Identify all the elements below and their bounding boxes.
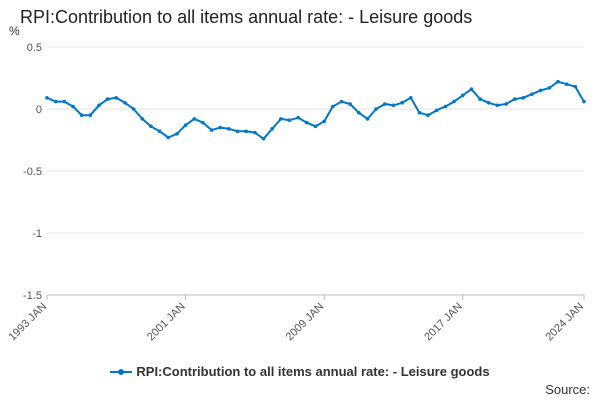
chart-title: RPI:Contribution to all items annual rat… (20, 7, 473, 27)
x-tick-label: 2001 JAN (145, 301, 188, 344)
source-label: Source: (545, 382, 590, 397)
data-point[interactable] (313, 124, 318, 129)
data-point[interactable] (452, 99, 456, 104)
data-point[interactable] (374, 107, 378, 111)
data-point[interactable] (504, 102, 508, 106)
data-point[interactable] (131, 107, 136, 111)
data-point[interactable] (201, 120, 205, 125)
data-point[interactable] (582, 99, 586, 104)
x-axis-ticks: 1993 JAN 2001 JAN 2009 JAN 2017 JAN 2024 JAN (6, 295, 586, 343)
data-point[interactable] (382, 102, 387, 106)
data-point[interactable] (261, 136, 266, 141)
data-point[interactable] (227, 127, 231, 131)
y-tick-label: -0.5 (23, 166, 42, 178)
data-point[interactable] (400, 101, 404, 105)
data-point[interactable] (486, 101, 491, 105)
data-point[interactable] (348, 102, 352, 106)
data-point[interactable] (53, 99, 58, 104)
data-point[interactable] (149, 124, 153, 129)
data-point[interactable] (253, 130, 257, 135)
data-point[interactable] (460, 93, 465, 98)
data-point[interactable] (209, 128, 214, 132)
data-point[interactable] (305, 120, 309, 125)
data-point[interactable] (175, 132, 179, 136)
data-point[interactable] (71, 104, 75, 109)
data-point[interactable] (434, 108, 439, 113)
data-point[interactable] (166, 135, 171, 140)
data-point[interactable] (408, 96, 413, 100)
data-point[interactable] (564, 82, 569, 86)
data-point[interactable] (183, 123, 188, 127)
data-point[interactable] (478, 97, 482, 101)
data-point[interactable] (469, 87, 474, 91)
data-point[interactable] (331, 104, 335, 109)
data-point[interactable] (357, 110, 361, 115)
data-point[interactable] (521, 96, 526, 100)
data-point[interactable] (270, 127, 274, 131)
data-point[interactable] (443, 104, 448, 109)
data-point[interactable] (45, 96, 49, 100)
data-point[interactable] (547, 86, 552, 90)
data-point[interactable] (538, 88, 543, 93)
data-point[interactable] (556, 79, 560, 84)
y-axis-unit: % (9, 24, 20, 38)
y-tick-label: -1 (32, 228, 42, 240)
y-tick-label: 0 (36, 104, 42, 116)
data-point[interactable] (287, 118, 292, 122)
data-point[interactable] (244, 129, 249, 134)
data-point[interactable] (123, 101, 127, 105)
data-point[interactable] (79, 113, 84, 117)
data-point[interactable] (140, 117, 145, 121)
data-point[interactable] (573, 84, 578, 89)
data-point[interactable] (365, 117, 370, 121)
data-point[interactable] (218, 125, 223, 130)
data-point[interactable] (114, 96, 119, 100)
data-point[interactable] (62, 99, 67, 104)
data-point[interactable] (105, 97, 110, 101)
data-point[interactable] (279, 117, 283, 121)
x-tick-label: 2017 JAN (422, 301, 465, 344)
data-point[interactable] (512, 97, 517, 101)
data-point[interactable] (296, 115, 300, 120)
data-point[interactable] (530, 92, 534, 96)
legend[interactable]: RPI:Contribution to all items annual rat… (0, 364, 600, 379)
data-point[interactable] (97, 103, 101, 108)
legend-label: RPI:Contribution to all items annual rat… (136, 364, 490, 379)
series-line[interactable] (46, 80, 585, 140)
data-point[interactable] (339, 99, 344, 104)
data-point[interactable] (192, 117, 197, 121)
x-tick-label: 2009 JAN (284, 301, 327, 344)
data-point[interactable] (235, 129, 240, 134)
series-layer (45, 79, 586, 141)
data-point[interactable] (426, 113, 430, 117)
x-tick-label: 1993 JAN (6, 301, 49, 344)
data-point[interactable] (417, 110, 422, 115)
data-point[interactable] (495, 103, 500, 108)
y-tick-label: 0.5 (27, 42, 42, 54)
y-axis-ticks: 0.5 0 -0.5 -1 -1.5 (23, 42, 42, 302)
x-tick-label: 2024 JAN (543, 301, 586, 344)
data-point[interactable] (157, 129, 162, 134)
gridlines (47, 46, 584, 296)
data-point[interactable] (322, 119, 326, 124)
data-point[interactable] (391, 103, 396, 108)
legend-swatch (110, 368, 133, 375)
y-tick-label: -1.5 (23, 290, 42, 302)
data-point[interactable] (88, 113, 93, 117)
